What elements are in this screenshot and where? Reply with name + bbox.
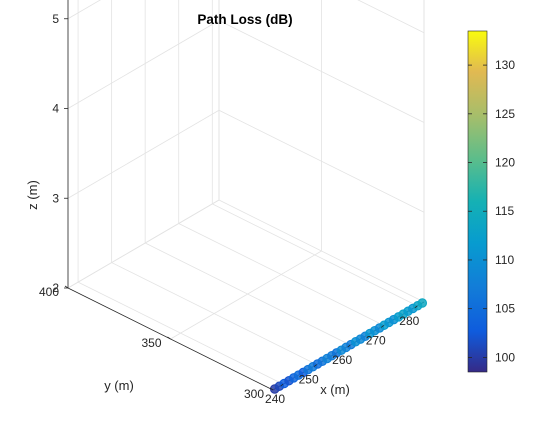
x-tick-mark bbox=[347, 344, 351, 348]
y-tick-mark bbox=[269, 387, 274, 391]
colorbar-tick-label: 120 bbox=[495, 156, 515, 170]
side-wall-gridline-z bbox=[218, 109, 425, 213]
z-tick-label: 3 bbox=[52, 191, 59, 205]
back-wall-gridline-z bbox=[67, 109, 220, 199]
colorbar-tick-label: 110 bbox=[495, 253, 514, 267]
colorbar-tick-label: 130 bbox=[495, 58, 515, 72]
side-wall-gridline-z bbox=[218, 199, 425, 303]
colorbar-tick-label: 115 bbox=[495, 204, 514, 218]
x-tick-label: 270 bbox=[366, 333, 386, 347]
x-axis-label: x (m) bbox=[320, 382, 350, 397]
colorbar-tick-label: 100 bbox=[495, 350, 515, 364]
floor-gridline-y bbox=[170, 250, 322, 340]
side-wall-gridline-z bbox=[218, 20, 425, 123]
x-tick-mark bbox=[414, 305, 418, 309]
y-tick-label: 400 bbox=[39, 285, 59, 299]
z-tick-label: 2 bbox=[52, 281, 59, 295]
colorbar-tick-label: 125 bbox=[495, 107, 515, 121]
colorbar-gradient bbox=[467, 30, 488, 373]
x-tick-label: 260 bbox=[332, 353, 352, 367]
y-tick-mark bbox=[167, 336, 171, 340]
x-tick-mark bbox=[380, 325, 384, 328]
x-tick-mark bbox=[313, 364, 317, 367]
side-wall-gridline-z bbox=[357, 0, 425, 34]
back-wall-gridline-z bbox=[67, 199, 220, 289]
chart-title: Path Loss (dB) bbox=[197, 12, 292, 27]
z-tick-label: 5 bbox=[52, 12, 59, 26]
y-axis-label: y (m) bbox=[104, 378, 134, 393]
y-tick-label: 300 bbox=[244, 387, 264, 401]
x-tick-label: 240 bbox=[265, 392, 285, 406]
z-axis-label: z (m) bbox=[25, 180, 40, 210]
x-tick-label: 250 bbox=[299, 373, 319, 387]
x-tick-label: 280 bbox=[399, 314, 419, 328]
colorbar-tick-label: 105 bbox=[495, 302, 515, 316]
receiver-point bbox=[417, 298, 428, 308]
y-tick-label: 350 bbox=[141, 336, 161, 350]
colorbar: 100 105 110 115 120 125 130 bbox=[467, 30, 515, 373]
back-wall-gridline-z bbox=[67, 0, 101, 20]
x-tick-mark bbox=[280, 383, 284, 387]
back-wall-gridline-z bbox=[67, 20, 220, 109]
z-tick-label: 4 bbox=[52, 102, 59, 116]
